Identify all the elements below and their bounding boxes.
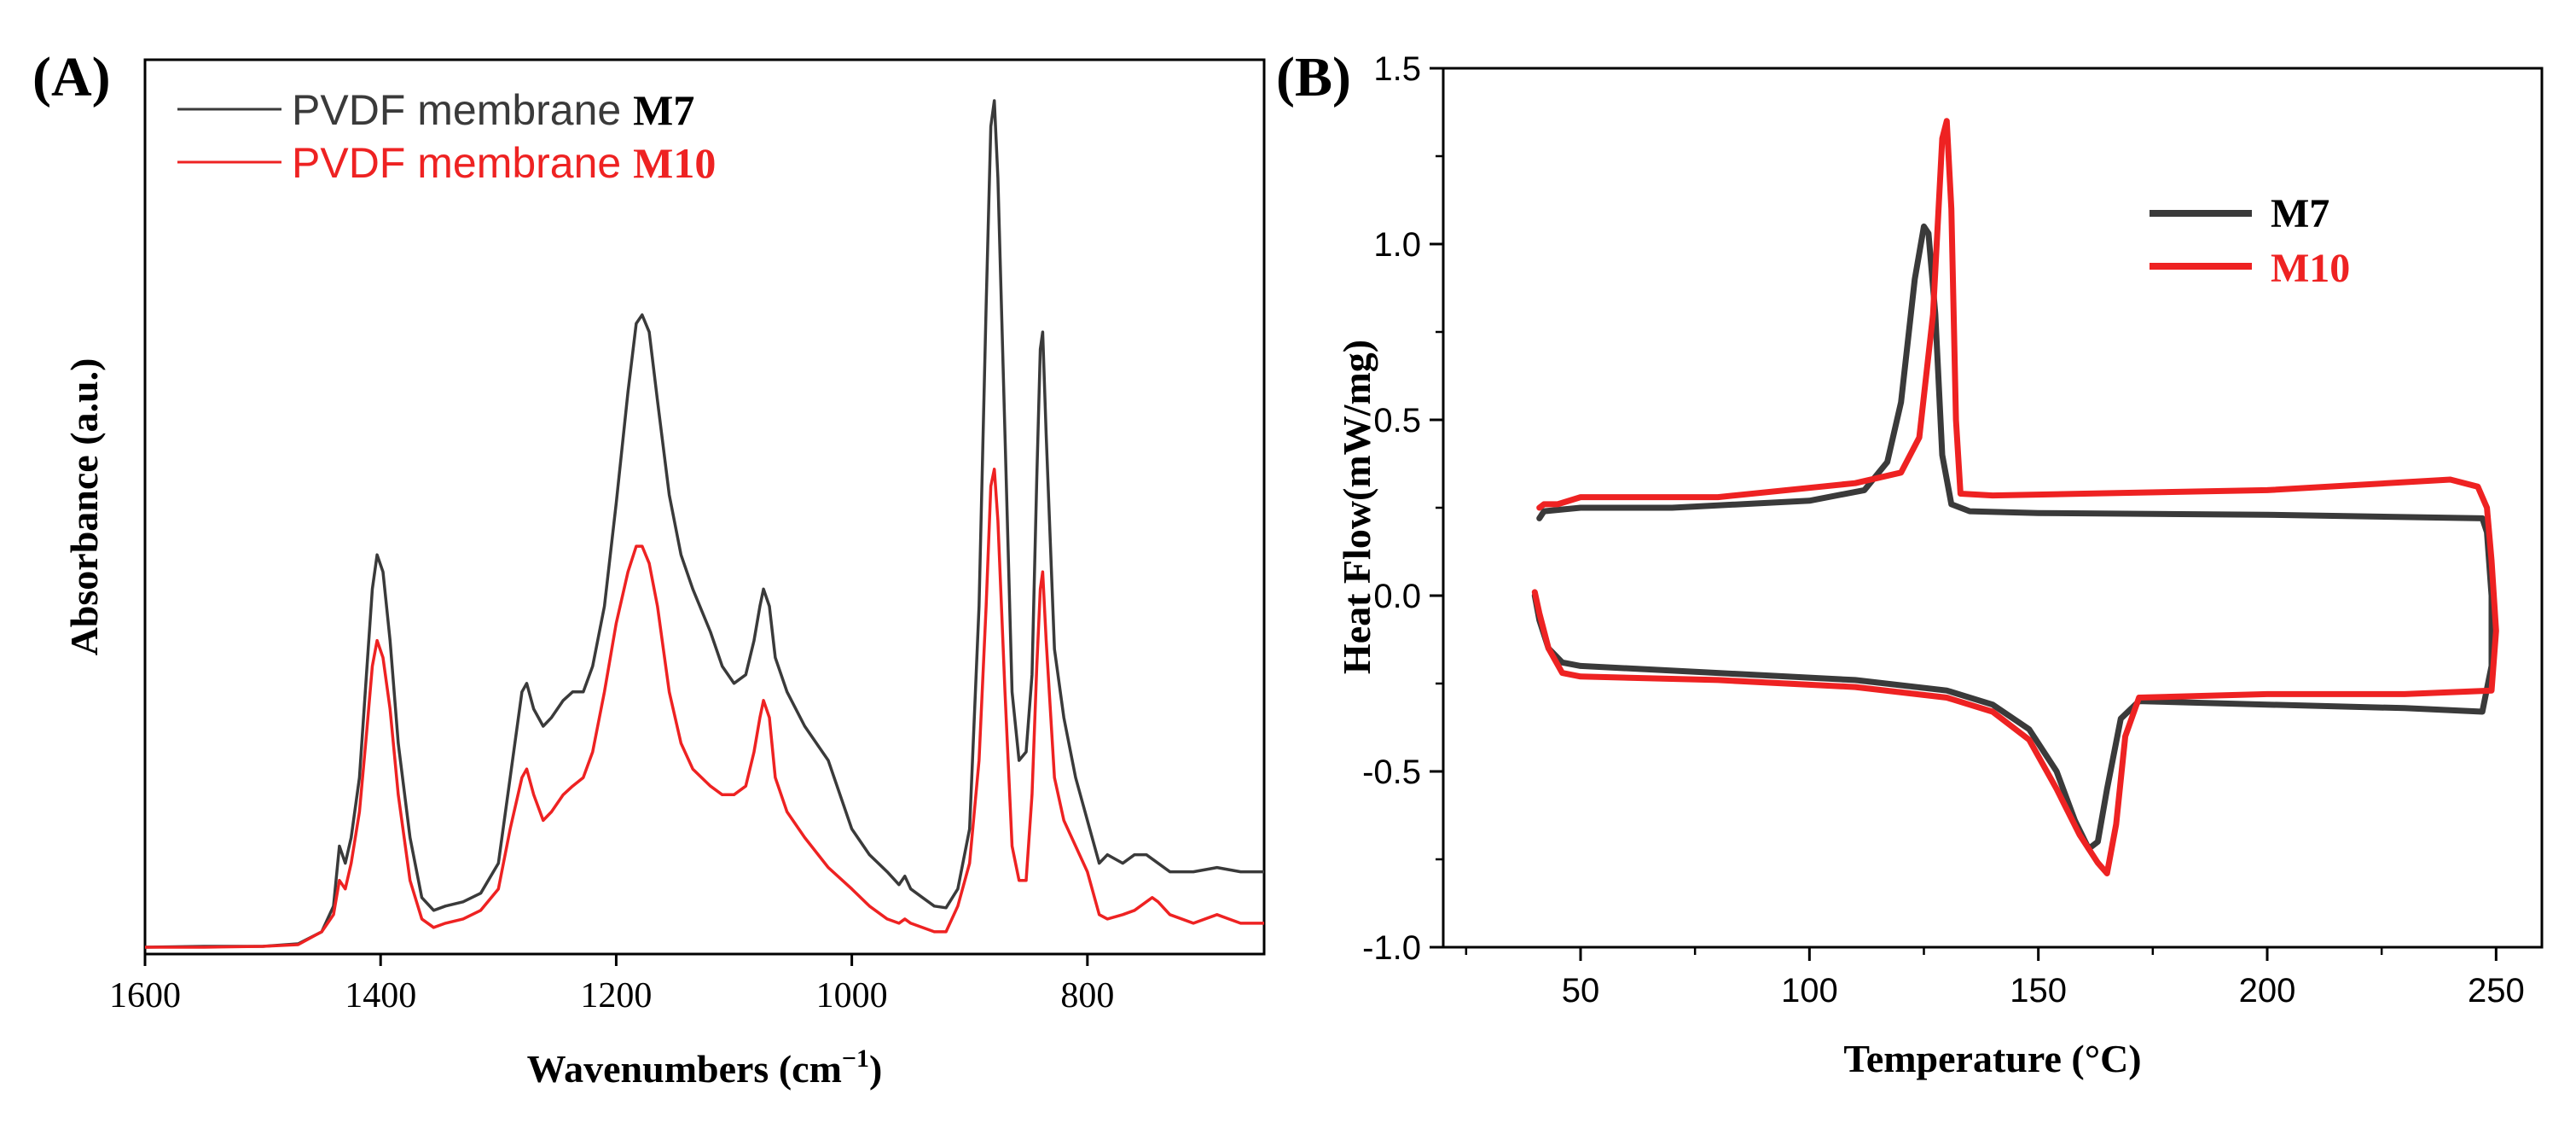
panel-b-y-tick-label: 1.0 xyxy=(1373,226,1421,264)
panel-a-series xyxy=(144,99,1264,949)
panel-a-y-axis-title: Absorbance (a.u.) xyxy=(62,358,106,656)
panel-b-x-tick-label: 100 xyxy=(1781,972,1838,1010)
panel-a-legend: PVDF membrane M7 PVDF membrane M10 xyxy=(177,86,716,187)
panel-b-x-tick-label: 50 xyxy=(1562,972,1600,1010)
panel-b-y-tick-label: 0.5 xyxy=(1373,402,1421,439)
panel-a: (A) 1600 1400 1200 1000 800 PVDF membrane M7… xyxy=(32,46,1266,1091)
panel-b-x-tick-label: 200 xyxy=(2239,972,2296,1010)
panel-a-x-tick-label: 1600 xyxy=(109,976,181,1015)
panel-b-y-tick-label: 1.5 xyxy=(1373,50,1421,88)
panel-a-series-m10 xyxy=(145,468,1264,949)
panel-b-label: (B) xyxy=(1276,46,1351,108)
panel-b-y-tick-label: 0.0 xyxy=(1373,578,1421,615)
panel-a-plot-frame xyxy=(143,58,1266,956)
panel-b-x-tick-label: 250 xyxy=(2468,972,2525,1010)
panel-a-series-m7 xyxy=(144,99,1264,949)
panel-a-x-tick-label: 1200 xyxy=(580,976,652,1015)
panel-a-x-axis-title: Wavenumbers (cm−1) xyxy=(527,1044,883,1091)
legend-b-m7-label: M7 xyxy=(2271,191,2329,236)
panel-b-legend: M7 M10 xyxy=(2150,191,2350,291)
panel-b-series-m10 xyxy=(1531,118,2499,876)
legend-a-m7-label: PVDF membrane M7 xyxy=(292,86,694,134)
panel-b-y-ticks: -1.0 -0.5 0.0 0.5 1.0 1.5 xyxy=(1362,50,1443,967)
panel-a-label: (A) xyxy=(32,46,111,108)
panel-b: (B) 50 100 150 200 250 -1.0-0.50.00.51.01.5 … xyxy=(1276,46,2544,1080)
panel-a-x-tick-label: 1000 xyxy=(816,976,888,1015)
legend-a-m10-label: PVDF membrane M10 xyxy=(292,139,716,187)
panel-a-x-tick-label: 1400 xyxy=(345,976,416,1015)
panel-b-series xyxy=(1531,118,2499,876)
panel-b-y-axis-title: Heat Flow(mW/mg) xyxy=(1335,340,1378,674)
legend-b-m10-label: M10 xyxy=(2271,246,2350,291)
panel-a-x-ticks: 1600 1400 1200 1000 800 xyxy=(109,954,1114,1015)
panel-a-x-tick-label: 800 xyxy=(1060,976,1114,1015)
panel-b-x-ticks: 50 100 150 200 250 xyxy=(1465,947,2525,1010)
panel-b-y-tick-label: -1.0 xyxy=(1362,929,1421,967)
panel-b-y-tick-label: -0.5 xyxy=(1362,754,1421,791)
panel-b-x-axis-title: Temperature (°C) xyxy=(1843,1037,2141,1080)
panel-b-x-tick-label: 150 xyxy=(2010,972,2067,1010)
